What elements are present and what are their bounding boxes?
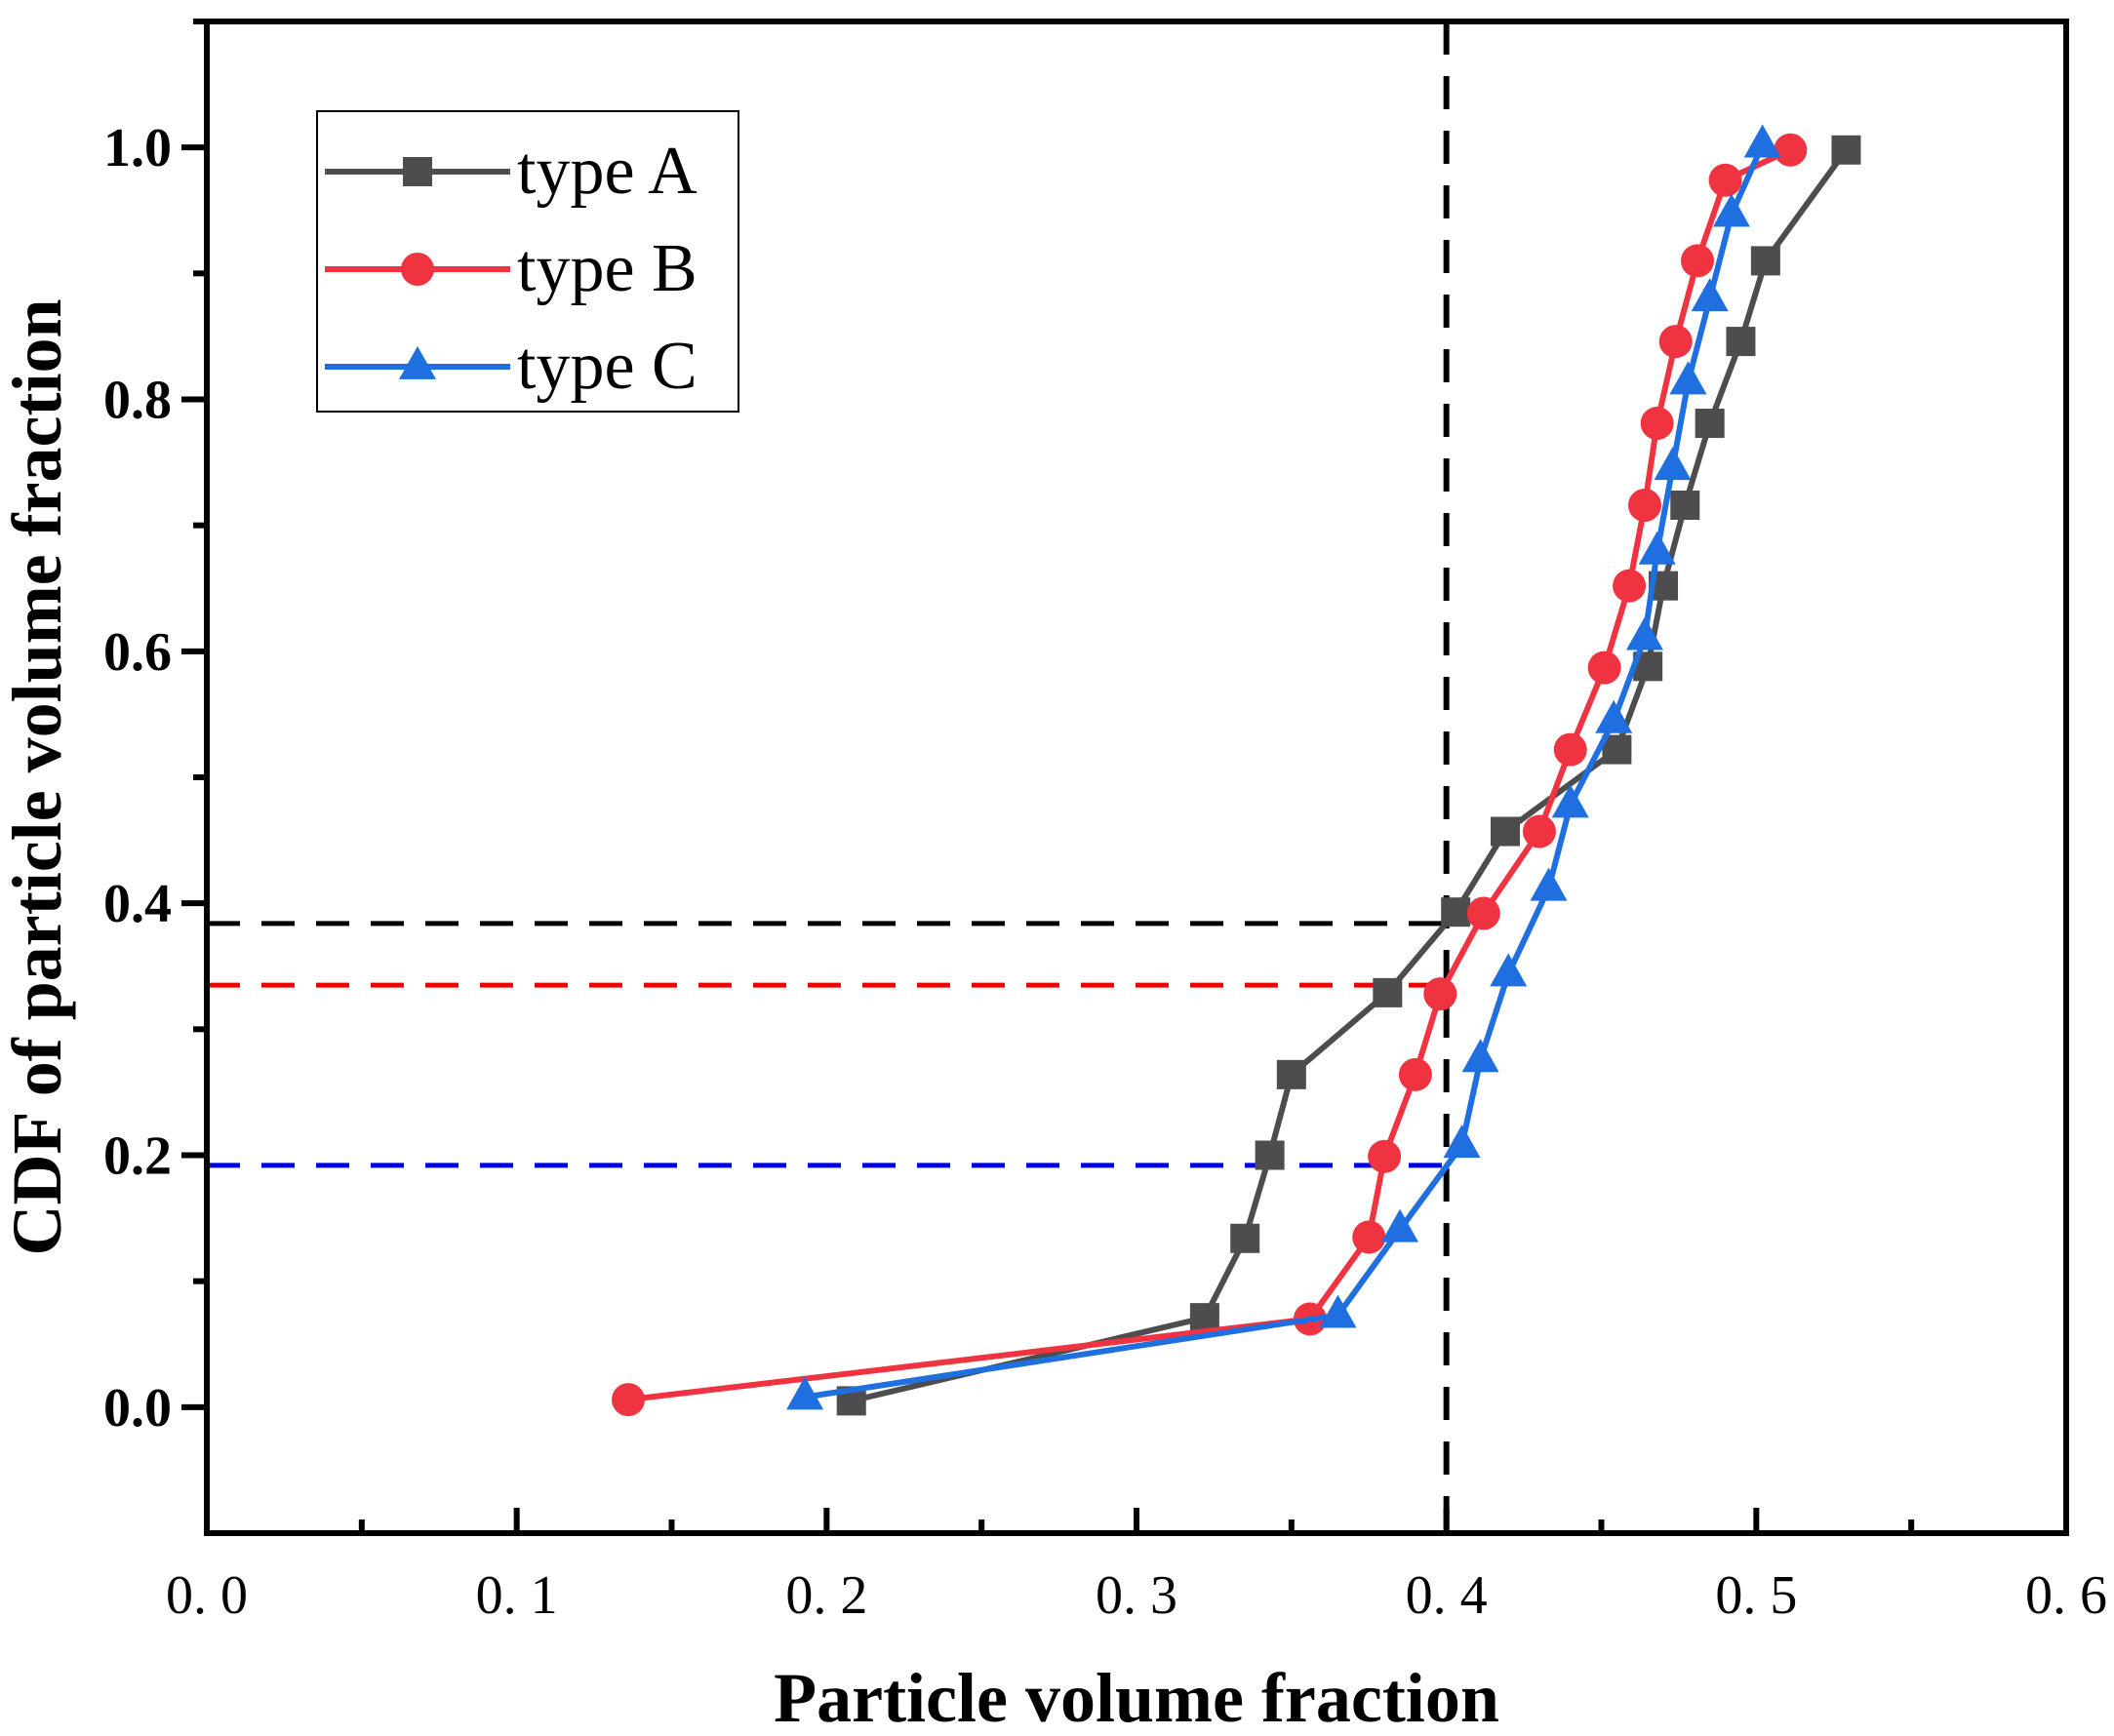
y-tick-label: 0.2	[103, 1126, 172, 1187]
data-point-type-c	[1381, 1208, 1419, 1243]
data-point-type-a	[1276, 1059, 1306, 1089]
data-point-type-b	[1466, 896, 1500, 930]
x-tick-label: 0. 2	[785, 1565, 867, 1626]
data-point-type-b	[1680, 244, 1714, 278]
reference-lines	[207, 21, 1450, 1533]
y-tick-label: 1.0	[103, 118, 172, 178]
data-point-type-b	[1613, 569, 1647, 603]
series-line-type-c	[804, 143, 1766, 1401]
data-point-type-a	[1726, 327, 1756, 357]
data-point-type-b	[1774, 133, 1808, 167]
data-point-type-a	[1373, 977, 1403, 1007]
series-type-a	[836, 135, 1861, 1416]
data-point-type-b	[1553, 732, 1587, 767]
y-tick-label: 0.4	[103, 874, 172, 934]
data-point-type-b	[612, 1383, 646, 1417]
y-axis-title: CDF of particle volume fraction	[0, 298, 76, 1255]
legend-label-type-a: type A	[517, 134, 698, 209]
legend-marker-shape	[401, 253, 434, 286]
data-point-type-a	[1255, 1140, 1285, 1170]
data-point-type-b	[1423, 977, 1457, 1011]
data-point-type-b	[1368, 1139, 1402, 1173]
data-point-type-c	[1461, 1039, 1499, 1073]
legend-item-type-b: type B	[325, 231, 698, 306]
x-tick-label: 0. 0	[166, 1565, 248, 1626]
x-tick-label: 0. 1	[476, 1565, 558, 1626]
data-point-type-b	[1627, 489, 1661, 522]
legend-marker-shape	[403, 157, 432, 186]
data-point-type-a	[1750, 246, 1780, 276]
data-point-type-b	[1708, 163, 1742, 197]
data-point-type-a	[1441, 897, 1471, 927]
legend-marker-type-b	[401, 253, 434, 286]
x-tick-label: 0. 3	[1096, 1565, 1177, 1626]
data-point-type-a	[1491, 816, 1521, 847]
series-type-c	[786, 124, 1781, 1410]
series-line-type-b	[627, 147, 1792, 1403]
legend-item-type-c: type C	[325, 329, 698, 404]
y-tick-label: 0.0	[103, 1378, 172, 1439]
data-point-type-a	[1695, 409, 1725, 439]
series-type-b	[612, 133, 1808, 1417]
data-point-type-c	[1654, 447, 1692, 481]
data-point-type-b	[1398, 1057, 1432, 1091]
data-point-type-c	[1551, 784, 1589, 818]
data-point-type-c	[1638, 531, 1676, 565]
data-point-type-c	[1319, 1294, 1357, 1328]
data-point-type-c	[786, 1376, 824, 1410]
series-line-type-a	[851, 147, 1849, 1404]
legend-marker-shape	[399, 345, 436, 379]
data-point-type-c	[1530, 867, 1568, 901]
y-tick-label: 0.6	[103, 622, 172, 683]
data-point-type-c	[1625, 616, 1663, 651]
data-point-type-c	[1691, 278, 1729, 312]
data-point-type-a	[1670, 491, 1700, 520]
data-point-type-c	[1443, 1124, 1481, 1159]
data-point-type-b	[1658, 325, 1693, 359]
data-point-type-b	[1352, 1220, 1386, 1254]
data-point-type-b	[1587, 651, 1621, 685]
data-point-type-c	[1743, 124, 1781, 158]
data-point-type-a	[1831, 135, 1861, 165]
data-point-type-a	[1230, 1223, 1260, 1253]
data-point-type-c	[1669, 361, 1707, 395]
y-tick-label: 0.8	[103, 371, 172, 431]
data-point-type-c	[1490, 953, 1528, 987]
legend-marker-type-a	[403, 157, 432, 186]
legend-marker-type-c	[399, 345, 436, 379]
data-point-type-b	[1640, 407, 1674, 441]
x-tick-label: 0. 4	[1406, 1565, 1488, 1626]
legend: type A type B type C	[316, 110, 739, 413]
x-axis: 0. 0 0. 1 0. 2 0. 3 0. 4 0. 5 0. 6	[166, 1508, 2107, 1626]
data-point-type-b	[1522, 814, 1556, 848]
legend-item-type-a: type A	[325, 134, 698, 209]
legend-box	[316, 110, 739, 413]
legend-label-type-b: type B	[517, 231, 698, 306]
legend-label-type-c: type C	[517, 329, 698, 404]
series-layer	[612, 124, 1861, 1417]
data-point-type-c	[1712, 193, 1750, 227]
data-point-type-c	[1595, 699, 1633, 733]
x-axis-title: Particle volume fraction	[774, 1659, 1499, 1736]
x-tick-label: 0. 6	[2025, 1565, 2107, 1626]
x-tick-label: 0. 5	[1715, 1565, 1797, 1626]
y-axis: 0.0 0.2 0.4 0.6 0.8 1.0	[103, 19, 207, 1439]
